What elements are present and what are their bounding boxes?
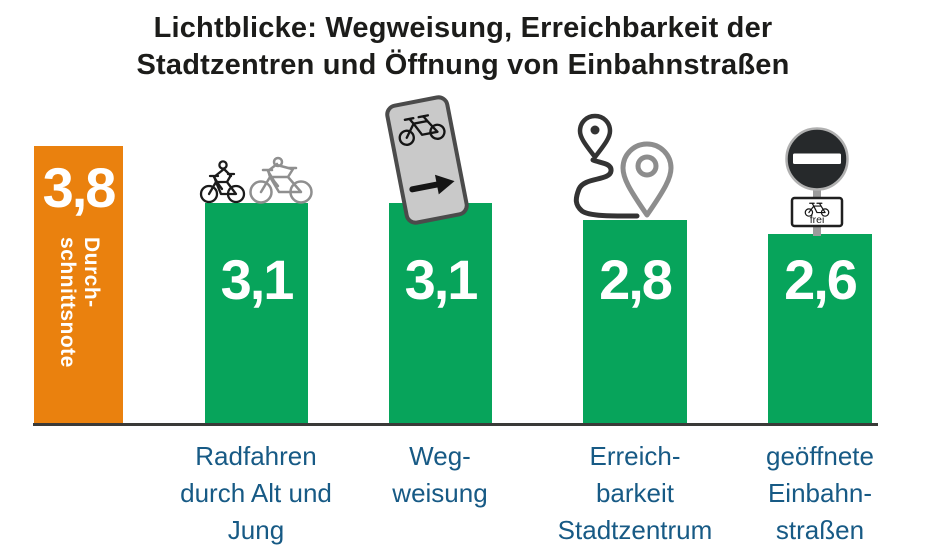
page-title-line2: Stadtzentren und Öffnung von Einbahnstra… [136, 49, 790, 81]
category-label-radfahren: Radfahren durch Alt und Jung [146, 438, 366, 547]
arrow-head [434, 174, 455, 195]
bike-direction-sign-icon [383, 93, 471, 227]
average-bar [34, 146, 123, 423]
average-bar-value: 3,8 [42, 156, 117, 219]
axis-baseline [33, 423, 878, 426]
start-pin-dot [590, 125, 600, 135]
category-label-line: Radfahren [195, 441, 317, 471]
sign-plate [385, 95, 469, 225]
category-label-line: weisung [392, 478, 488, 508]
page-title: Lichtblicke: Wegweisung, Erreichbarkeit … [0, 10, 926, 84]
average-bar-label-line2: schnittsnote [56, 237, 79, 368]
bar-wegweisung [389, 203, 492, 423]
no-entry-bike-frei-sign-icon: frei [782, 124, 852, 240]
start-pin-icon [577, 113, 613, 160]
bar-value: 3,1 [220, 248, 295, 311]
route-path [573, 157, 640, 219]
bar-geoeffnete-einbahnstrassen [768, 234, 872, 423]
category-label-line: Weg- [409, 441, 471, 471]
category-label-line: Stadtzentrum [557, 515, 713, 545]
category-label-einbahnstrassen: geöffnete Einbahn- straßen [710, 438, 926, 547]
small-cyclist-icon [199, 160, 246, 204]
two-cyclists-icon [198, 156, 318, 204]
average-bar-label-line1: Durch- [80, 237, 103, 308]
bar-value: 2,8 [599, 248, 673, 311]
arrow-shaft [409, 181, 442, 193]
bar-erreichbarkeit-stadtzentrum [583, 220, 687, 423]
category-label-line: durch Alt und [180, 478, 332, 508]
category-label-wegweisung: Weg- weisung [330, 438, 550, 512]
category-label-line: Einbahn- [767, 478, 873, 508]
average-bar-label: Durch- schnittsnote [53, 237, 103, 399]
bar-value: 2,6 [784, 248, 858, 311]
large-cyclist-icon [249, 156, 313, 204]
bar-radfahren-alt-und-jung [205, 203, 308, 423]
bar-value: 3,1 [404, 248, 479, 311]
category-label-erreichbarkeit: Erreich- barkeit Stadtzentrum [525, 438, 745, 547]
frei-label: frei [810, 214, 825, 226]
page-title-line1: Lichtblicke: Wegweisung, Erreichbarkeit … [153, 12, 773, 44]
destination-pin-hole [635, 154, 659, 178]
category-label-line: geöffnete [766, 441, 874, 471]
category-label-line: Erreich- [589, 441, 681, 471]
route-destination-icon [570, 113, 680, 223]
category-label-line: straßen [775, 515, 865, 545]
destination-pin-icon [620, 141, 674, 218]
category-label-line: barkeit [595, 478, 675, 508]
category-label-line: Jung [227, 515, 285, 545]
no-entry-bar [793, 153, 841, 164]
